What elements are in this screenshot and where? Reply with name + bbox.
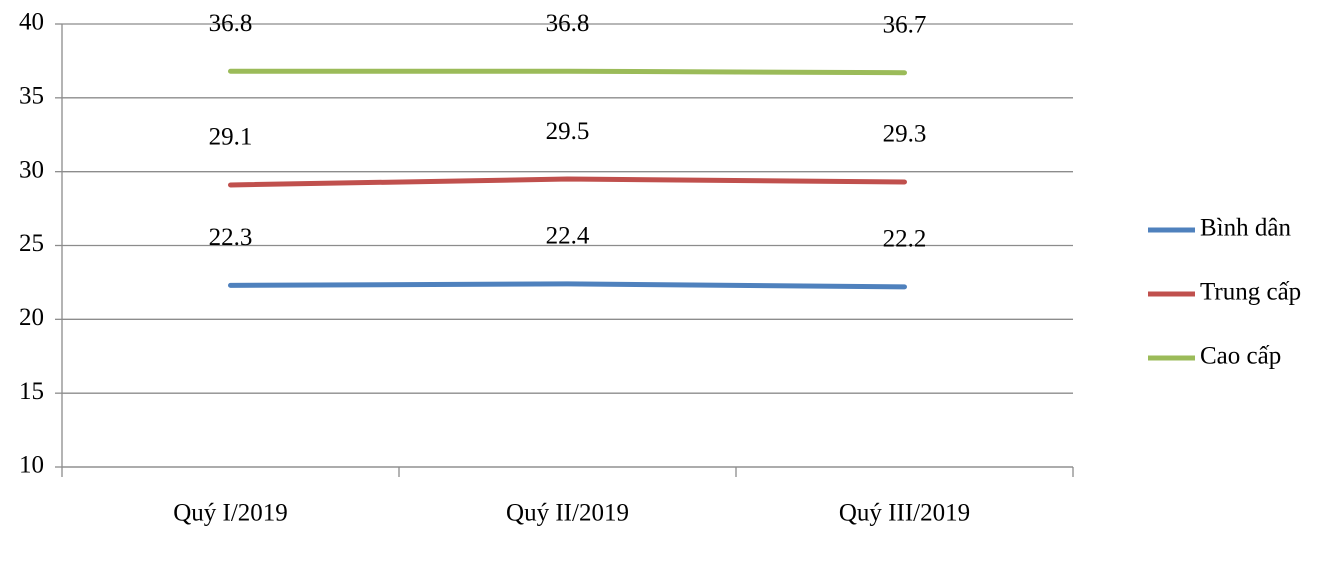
y-tick-label: 40 [19, 9, 44, 36]
data-label: 29.5 [546, 118, 590, 145]
x-tick-label: Quý I/2019 [173, 500, 288, 527]
x-tick-label: Quý III/2019 [839, 500, 970, 527]
data-label: 29.1 [209, 124, 253, 151]
series-line [228, 176, 907, 188]
x-tick-label: Quý II/2019 [506, 500, 629, 527]
y-tick-label: 20 [19, 304, 44, 331]
legend-label: Bình dân [1200, 215, 1291, 242]
data-label: 22.2 [883, 226, 927, 253]
legend-label: Trung cấp [1200, 279, 1301, 306]
legend-label: Cao cấp [1200, 343, 1281, 370]
series-line [228, 68, 907, 76]
y-tick-label: 10 [19, 452, 44, 479]
y-tick-label: 25 [19, 230, 44, 257]
y-tick-label: 30 [19, 156, 44, 183]
data-label: 22.4 [546, 223, 590, 250]
data-label: 36.8 [546, 10, 590, 37]
series-line [228, 281, 907, 290]
data-label: 36.7 [883, 11, 927, 38]
data-label: 22.3 [209, 224, 253, 251]
y-tick-label: 15 [19, 378, 44, 405]
data-label: 29.3 [883, 121, 927, 148]
data-label: 36.8 [209, 10, 253, 37]
y-tick-label: 35 [19, 83, 44, 110]
